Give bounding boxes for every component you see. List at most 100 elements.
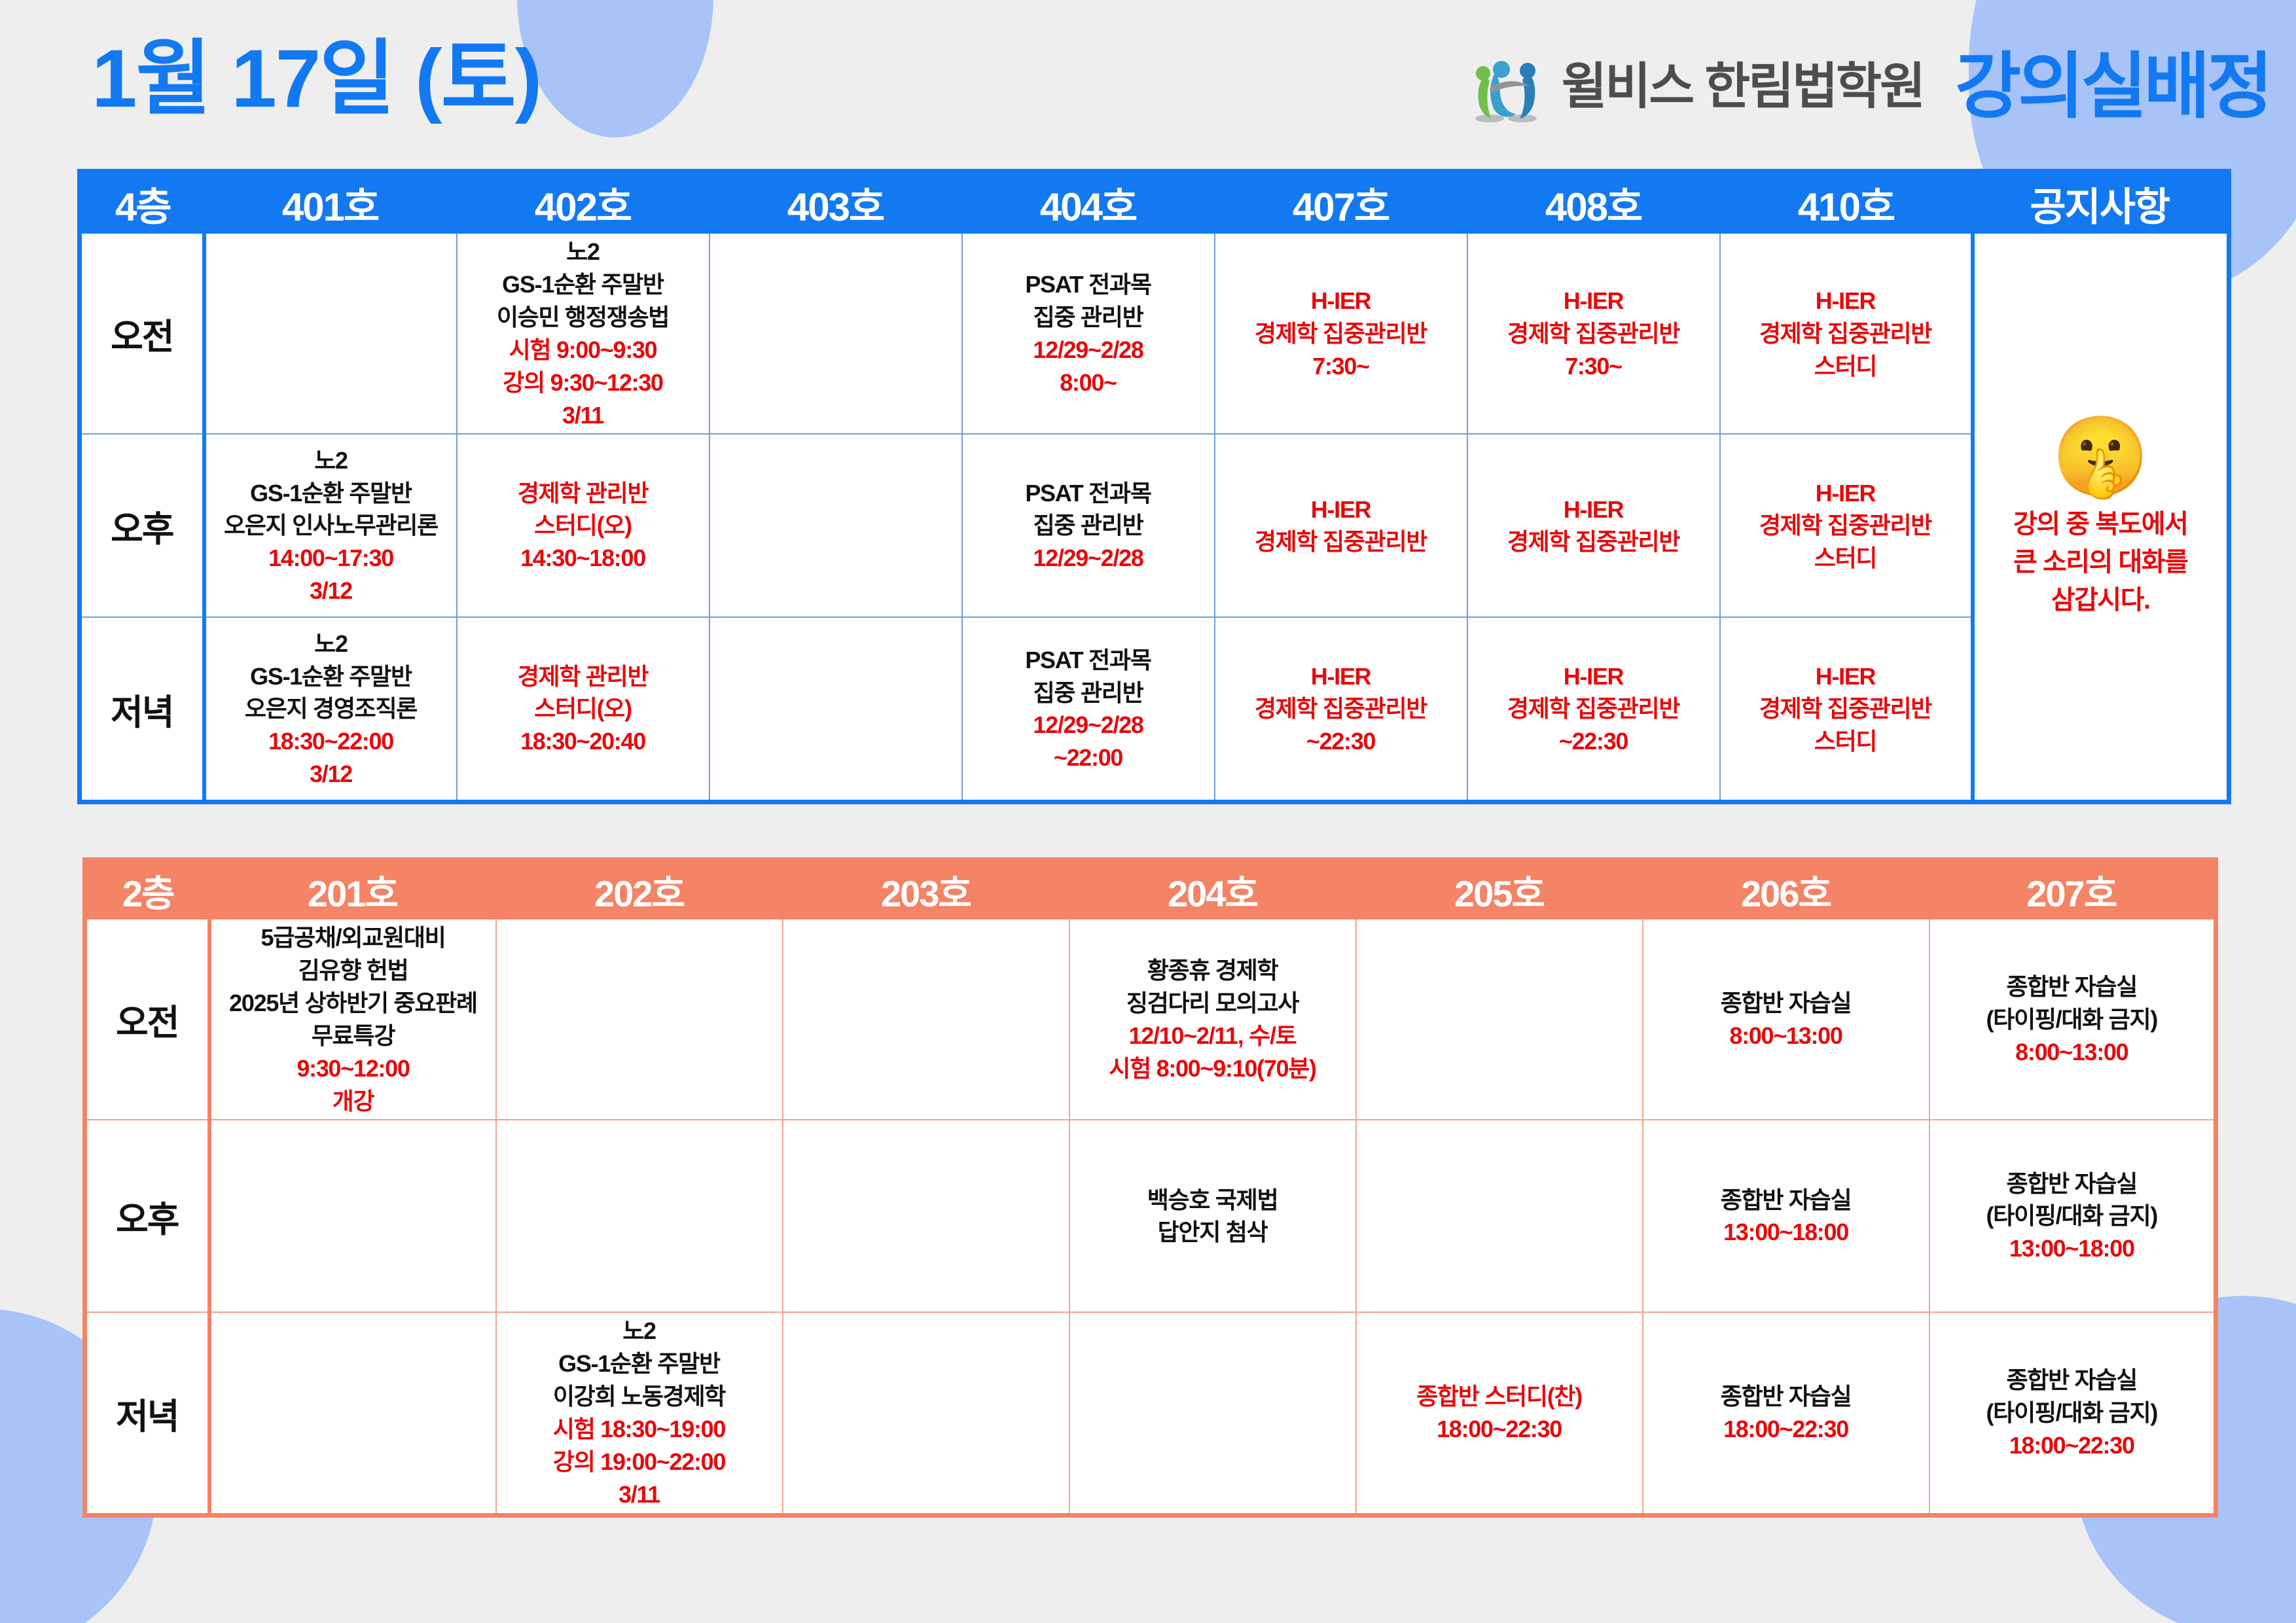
floor2-schedule-table: 2층 201호 202호 203호 204호 205호 206호 207호 오전…: [82, 857, 2218, 1518]
cell-line: 9:30~12:00: [296, 1054, 410, 1082]
cell-line: 종합반 자습실: [1720, 1383, 1852, 1410]
floor2-cell-205-afternoon: [1355, 1119, 1643, 1313]
floor2-cell-207-morning: 종합반 자습실 (타이핑/대화 금지) 8:00~13:00: [1928, 919, 2216, 1121]
floor4-cell-404-evening: PSAT 전과목 집중 관리반 12/29~2/28 ~22:00: [961, 616, 1215, 802]
cell-line: 경제학 집중관리반: [1759, 512, 1933, 539]
notice-line: 큰 소리의 대화를: [2013, 547, 2189, 577]
cell-line: 스터디: [1814, 352, 1878, 380]
brand-name: 윌비스 한림법학원: [1561, 59, 1926, 115]
cell-line: ~22:30: [1558, 728, 1629, 755]
floor4-cell-401-morning: [203, 234, 457, 435]
floor2-col-205: 205호: [1355, 859, 1643, 919]
cell-line: 18:00~22:30: [2009, 1432, 2135, 1459]
cell-line: 시험 8:00~9:10(70분): [1109, 1054, 1317, 1082]
cell-line: H-IER: [1310, 662, 1372, 690]
cell-line: 18:00~22:30: [1437, 1416, 1562, 1443]
table-row: 오후 백승호 국제법 답안지 첨삭 종합반 자습실 13:00~18:00 종합반 …: [84, 1119, 2216, 1313]
cell-line: 강의 9:30~12:30: [503, 368, 664, 396]
cell-line: 스터디(오): [534, 512, 632, 539]
cell-line: H-IER: [1563, 287, 1624, 314]
floor4-row-label-afternoon: 오후: [79, 433, 206, 618]
cell-line: 종합반 자습실: [1720, 1186, 1852, 1213]
floor2-cell-203-evening: [781, 1311, 1070, 1516]
cell-line: 14:00~17:30: [268, 544, 394, 572]
cell-line: PSAT 전과목: [1025, 270, 1152, 298]
cell-line: (타이핑/대화 금지): [1986, 1399, 2158, 1427]
cell-line: 오은지 경영조직론: [244, 695, 418, 722]
cell-line: 징검다리 모의고사: [1126, 989, 1300, 1016]
cell-line: 13:00~18:00: [2009, 1235, 2135, 1262]
floor2-col-202: 202호: [495, 859, 783, 919]
floor2-row-label-morning: 오전: [84, 919, 211, 1121]
floor2-cell-202-morning: [495, 919, 783, 1121]
cell-line: H-IER: [1815, 479, 1876, 507]
cell-line: GS-1순환 주말반: [250, 479, 412, 507]
cell-line: 경제학 집중관리반: [1507, 528, 1681, 556]
cell-line: H-IER: [1563, 495, 1624, 523]
floor4-col-408: 408호: [1467, 171, 1720, 234]
floor2-col-204: 204호: [1069, 859, 1356, 919]
cell-line: 7:30~: [1312, 352, 1370, 380]
cell-line: 백승호 국제법: [1147, 1186, 1279, 1213]
cell-line: 강의 19:00~22:00: [552, 1448, 726, 1476]
cell-line: 개강: [332, 1087, 375, 1115]
cell-line: ~22:30: [1306, 728, 1376, 755]
cell-line: PSAT 전과목: [1025, 646, 1152, 673]
cell-line: 5급공채/외교원대비: [260, 924, 446, 951]
floor4-cell-410-morning: H-IER 경제학 집중관리반 스터디: [1719, 234, 1973, 435]
cell-line: 12/29~2/28: [1033, 336, 1143, 363]
floor2-header-row: 2층 201호 202호 203호 204호 205호 206호 207호: [84, 859, 2216, 919]
cell-line: (타이핑/대화 금지): [1986, 1005, 2158, 1033]
cell-line: 노2: [314, 446, 348, 474]
cell-line: 18:30~20:40: [520, 728, 646, 755]
shushing-face-emoji: 🤫: [2051, 412, 2149, 501]
floor4-col-407: 407호: [1214, 171, 1467, 234]
floor4-cell-402-afternoon: 경제학 관리반 스터디(오) 14:30~18:00: [456, 433, 710, 618]
cell-line: 경제학 집중관리반: [1759, 319, 1933, 347]
cell-line: 오은지 인사노무관리론: [224, 512, 439, 539]
cell-line: 3/12: [310, 577, 353, 605]
floor4-cell-403-afternoon: [708, 433, 963, 618]
cell-line: 스터디: [1814, 544, 1878, 572]
table-row: 오전 5급공채/외교원대비 김유향 헌법 2025년 상하반기 중요판례 무료특강 9:…: [84, 919, 2216, 1121]
floor4-cell-402-morning: 노2 GS-1순환 주말반 이승민 행정쟁송법 시험 9:00~9:30 강의 9:30…: [456, 234, 710, 435]
cell-line: H-IER: [1563, 662, 1624, 690]
page-header: 1월 17일 (토) 윌비스 한림법학원 강의실배정: [0, 0, 2296, 169]
floor4-cell-404-morning: PSAT 전과목 집중 관리반 12/29~2/28 8:00~: [961, 234, 1215, 435]
brand-block: 윌비스 한림법학원 강의실배정: [1467, 51, 2273, 123]
notice-text: 강의 중 복도에서 큰 소리의 대화를 삼갑시다.: [2013, 503, 2189, 616]
cell-line: 경제학 관리반: [517, 662, 649, 690]
floor2-cell-202-evening: 노2 GS-1순환 주말반 이강희 노동경제학 시험 18:30~19:00 강의 19…: [495, 1311, 783, 1516]
floor2-cell-207-evening: 종합반 자습실 (타이핑/대화 금지) 18:00~22:30: [1928, 1311, 2216, 1516]
cell-line: 종합반 자습실: [2006, 1169, 2138, 1197]
cell-line: 스터디(오): [534, 695, 632, 722]
cell-line: 12/10~2/11, 수/토: [1128, 1022, 1297, 1049]
floor2-col-207: 207호: [1929, 859, 2216, 919]
cell-line: 황종휴 경제학: [1147, 956, 1279, 984]
floor4-col-402: 402호: [456, 171, 709, 234]
floor2-cell-201-afternoon: [208, 1119, 497, 1313]
cell-line: 집중 관리반: [1033, 512, 1144, 539]
cell-line: 경제학 집중관리반: [1254, 319, 1428, 347]
floor4-header-row: 4층 401호 402호 403호 404호 407호 408호 410호 공지…: [79, 171, 2229, 234]
floor4-cell-401-evening: 노2 GS-1순환 주말반 오은지 경영조직론 18:30~22:00 3/12: [203, 616, 457, 802]
cell-line: 경제학 집중관리반: [1507, 319, 1681, 347]
floor4-col-404: 404호: [961, 171, 1215, 234]
floor2-row-label-evening: 저녁: [84, 1311, 211, 1516]
notice-line: 강의 중 복도에서: [2013, 509, 2189, 539]
cell-line: GS-1순환 주말반: [250, 662, 412, 690]
floor4-cell-407-afternoon: H-IER 경제학 집중관리반: [1213, 433, 1468, 618]
cell-line: 8:00~13:00: [1729, 1022, 1842, 1049]
cell-line: 18:30~22:00: [268, 728, 394, 755]
cell-line: 시험 9:00~9:30: [509, 336, 658, 363]
cell-line: 종합반 스터디(찬): [1416, 1383, 1583, 1410]
cell-line: 경제학 관리반: [517, 479, 649, 507]
cell-line: 경제학 집중관리반: [1759, 695, 1933, 722]
cell-line: 경제학 집중관리반: [1254, 528, 1428, 556]
table-row: 오전 노2 GS-1순환 주말반 이승민 행정쟁송법 시험 9:00~9:30 강의 9…: [79, 234, 2229, 803]
floor4-cell-408-morning: H-IER 경제학 집중관리반 7:30~: [1466, 234, 1721, 435]
cell-line: 이승민 행정쟁송법: [496, 303, 670, 330]
